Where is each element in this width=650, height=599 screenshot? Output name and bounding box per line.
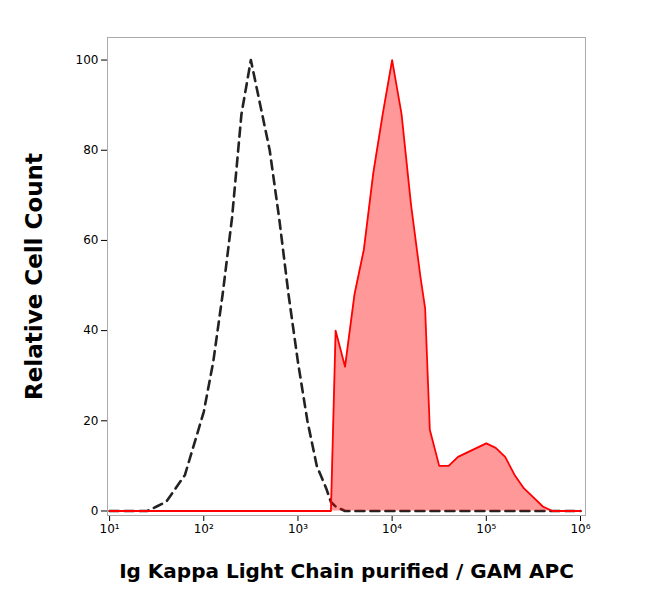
svg-text:80: 80 [83, 143, 98, 157]
svg-text:10³: 10³ [288, 522, 308, 536]
svg-text:Ig Kappa Light Chain purified: Ig Kappa Light Chain purified / GAM APC [119, 559, 574, 583]
svg-text:Relative Cell Count: Relative Cell Count [21, 153, 47, 400]
svg-text:40: 40 [83, 323, 98, 337]
svg-text:0: 0 [91, 504, 99, 518]
svg-text:10⁵: 10⁵ [476, 522, 496, 536]
svg-text:100: 100 [76, 53, 99, 67]
svg-text:10¹: 10¹ [100, 522, 120, 536]
svg-text:10²: 10² [194, 522, 214, 536]
svg-text:20: 20 [83, 414, 98, 428]
svg-text:10⁶: 10⁶ [570, 522, 590, 536]
svg-text:10⁴: 10⁴ [382, 522, 402, 536]
svg-text:60: 60 [83, 233, 98, 247]
